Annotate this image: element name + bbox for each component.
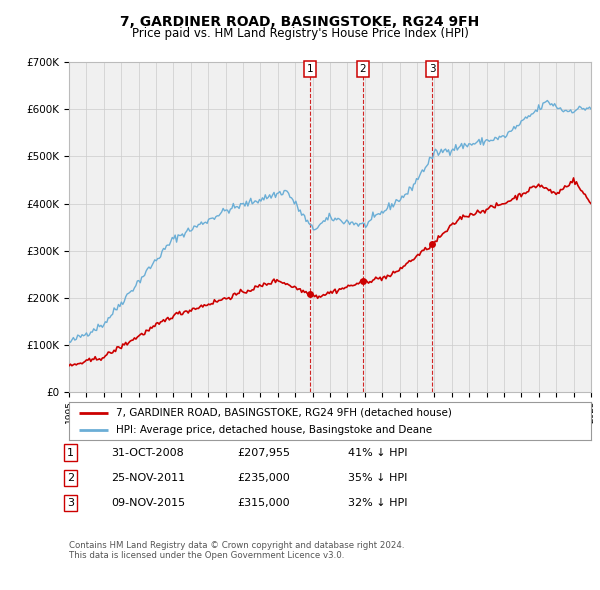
Text: 7, GARDINER ROAD, BASINGSTOKE, RG24 9FH: 7, GARDINER ROAD, BASINGSTOKE, RG24 9FH <box>121 15 479 29</box>
Text: HPI: Average price, detached house, Basingstoke and Deane: HPI: Average price, detached house, Basi… <box>116 425 432 435</box>
Text: 41% ↓ HPI: 41% ↓ HPI <box>348 448 407 457</box>
Text: 35% ↓ HPI: 35% ↓ HPI <box>348 473 407 483</box>
Text: Contains HM Land Registry data © Crown copyright and database right 2024.: Contains HM Land Registry data © Crown c… <box>69 541 404 550</box>
Text: 09-NOV-2015: 09-NOV-2015 <box>111 499 185 508</box>
Text: 31-OCT-2008: 31-OCT-2008 <box>111 448 184 457</box>
Text: 7, GARDINER ROAD, BASINGSTOKE, RG24 9FH (detached house): 7, GARDINER ROAD, BASINGSTOKE, RG24 9FH … <box>116 408 452 418</box>
Text: £315,000: £315,000 <box>237 499 290 508</box>
Text: 2: 2 <box>360 64 367 74</box>
Text: 1: 1 <box>307 64 313 74</box>
Text: Price paid vs. HM Land Registry's House Price Index (HPI): Price paid vs. HM Land Registry's House … <box>131 27 469 40</box>
Text: 32% ↓ HPI: 32% ↓ HPI <box>348 499 407 508</box>
Text: £207,955: £207,955 <box>237 448 290 457</box>
Text: 25-NOV-2011: 25-NOV-2011 <box>111 473 185 483</box>
Text: £235,000: £235,000 <box>237 473 290 483</box>
Text: 2: 2 <box>67 473 74 483</box>
Text: 1: 1 <box>67 448 74 457</box>
Text: 3: 3 <box>429 64 436 74</box>
Text: 3: 3 <box>67 499 74 508</box>
Text: This data is licensed under the Open Government Licence v3.0.: This data is licensed under the Open Gov… <box>69 552 344 560</box>
